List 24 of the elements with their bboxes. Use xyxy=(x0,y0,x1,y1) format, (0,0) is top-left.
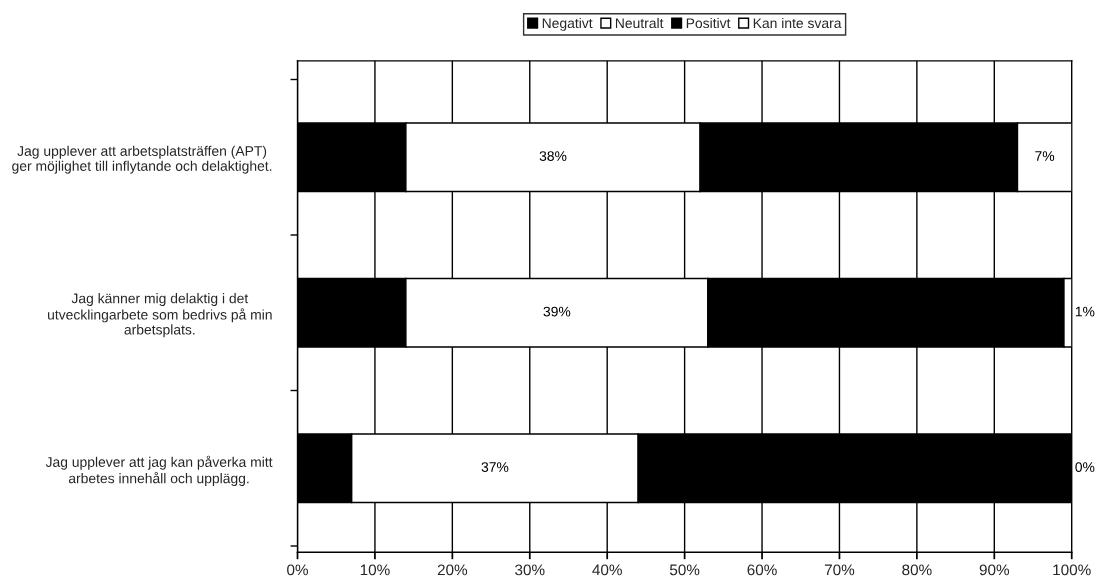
x-tick-label: 100% xyxy=(1053,564,1091,576)
data-label: 39% xyxy=(543,306,571,317)
x-tick-label: 50% xyxy=(669,564,700,576)
y-tick-label: Jag upplever att jag kan påverka mitt arbetes innehåll och upplägg. xyxy=(45,455,273,487)
data-label: 38% xyxy=(539,151,567,161)
x-tick-label: 20% xyxy=(437,564,468,576)
x-tick-label: 40% xyxy=(592,564,622,576)
y-tick-label: Jag känner mig delaktig i det utvecklingarbete som bedrivs på min arbetsplats. xyxy=(48,293,272,338)
x-tick-label: 80% xyxy=(902,564,932,576)
data-label: 0% xyxy=(1075,462,1095,472)
x-tick-label: 10% xyxy=(360,564,390,576)
legend-label: Positivt xyxy=(686,17,731,29)
x-tick-label: 0% xyxy=(287,564,309,576)
x-tick-label: 90% xyxy=(979,564,1010,576)
data-label: 7% xyxy=(1035,151,1055,161)
legend-label: Neutralt xyxy=(615,17,664,29)
y-tick-label: Jag upplever att arbetsplatsträffen (APT) ger möjlighet till inflytande och delaktighet. xyxy=(12,145,272,174)
data-label: 37% xyxy=(481,462,509,472)
legend-label: Kan inte svara xyxy=(753,17,842,29)
data-label: 1% xyxy=(1075,306,1095,317)
x-tick-label: 60% xyxy=(747,564,777,576)
legend-label: Negativt xyxy=(542,17,593,31)
x-tick-label: 70% xyxy=(824,564,855,576)
x-tick-label: 30% xyxy=(515,564,545,576)
